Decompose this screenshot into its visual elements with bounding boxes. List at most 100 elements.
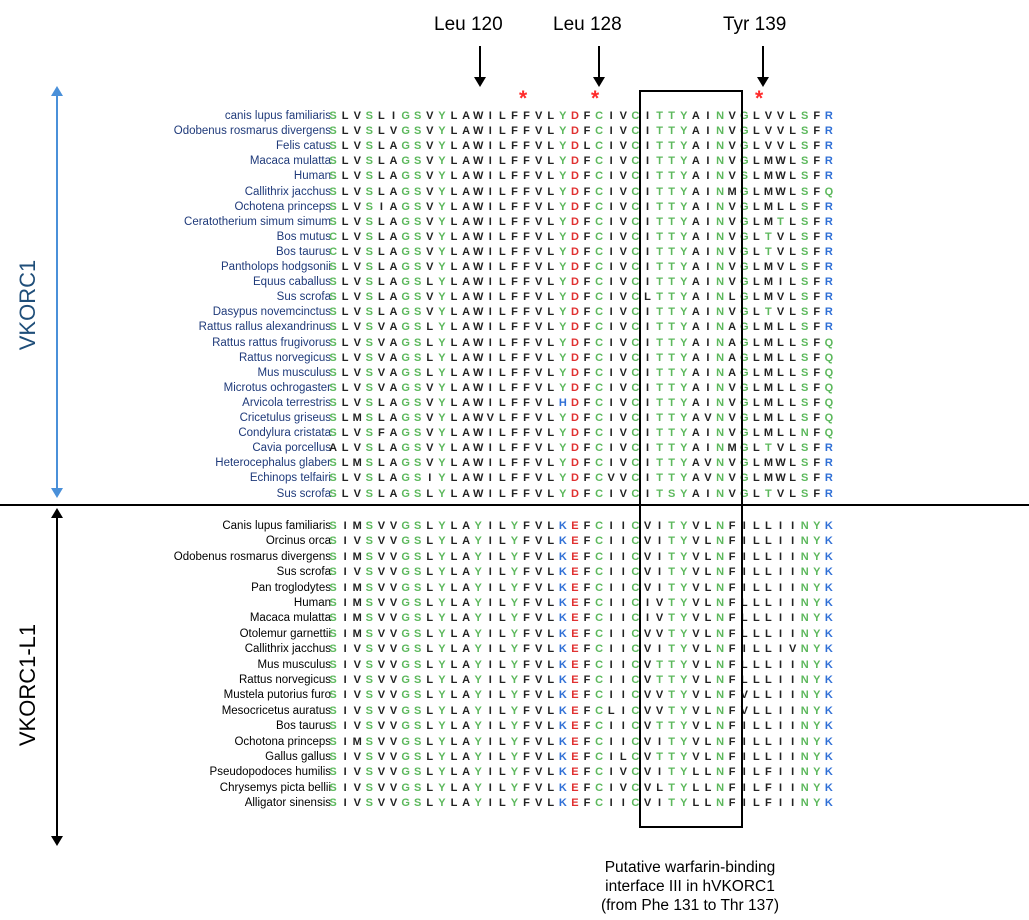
residue: S xyxy=(414,442,422,455)
residue: N xyxy=(716,200,725,213)
residue: V xyxy=(619,245,627,258)
residue: A xyxy=(462,291,471,304)
residue: S xyxy=(801,140,809,153)
residue: I xyxy=(609,627,613,640)
residue: L xyxy=(547,351,555,364)
residue: L xyxy=(450,276,458,289)
residue: V xyxy=(426,200,434,213)
residue: A xyxy=(462,704,471,717)
residue: F xyxy=(813,140,821,153)
residue: F xyxy=(523,658,530,671)
residue: C xyxy=(595,170,604,183)
arrow-leu128 xyxy=(593,46,605,87)
residue: F xyxy=(523,535,530,548)
residue: L xyxy=(498,535,506,548)
residue: S xyxy=(365,566,373,579)
residue: L xyxy=(752,472,760,485)
residue: D xyxy=(570,306,579,319)
residue: L xyxy=(426,643,434,656)
residue: D xyxy=(570,396,579,409)
residue: V xyxy=(655,704,664,717)
residue: Y xyxy=(474,674,482,686)
residue: I xyxy=(621,550,625,563)
residue: L xyxy=(341,351,349,364)
residue: I xyxy=(488,612,492,625)
residue: A xyxy=(389,351,398,364)
residue: I xyxy=(488,381,492,394)
residue: R xyxy=(824,140,833,153)
residue: S xyxy=(414,427,422,440)
residue: L xyxy=(692,797,700,810)
residue: F xyxy=(583,566,591,579)
residue: T xyxy=(668,658,676,671)
residue: V xyxy=(534,597,543,609)
residue: G xyxy=(739,276,749,289)
residue: V xyxy=(764,140,773,153)
residue: G xyxy=(401,396,410,409)
residue: V xyxy=(426,155,434,168)
residue: L xyxy=(547,566,555,579)
residue: L xyxy=(765,566,772,579)
species-name: Mus musculus xyxy=(257,366,332,379)
residue: N xyxy=(716,581,725,594)
residue: I xyxy=(488,735,492,748)
residue: I xyxy=(706,155,710,168)
residue: I xyxy=(791,520,795,532)
residue: F xyxy=(511,472,518,485)
residue: I xyxy=(706,215,710,228)
residue: T xyxy=(656,306,663,319)
residue: Y xyxy=(680,366,688,379)
residue: N xyxy=(716,442,725,455)
residue: S xyxy=(414,766,422,779)
species-name: Rattus rallus alexandrinus xyxy=(198,321,331,334)
residue: I xyxy=(609,351,613,364)
residue: F xyxy=(728,658,736,671)
residue: T xyxy=(656,751,663,763)
residue: S xyxy=(329,597,337,609)
residue: S xyxy=(414,366,422,379)
residue: L xyxy=(547,535,555,548)
residue: A xyxy=(389,170,398,183)
residue: C xyxy=(595,276,604,289)
residue: I xyxy=(609,658,613,671)
residue: Y xyxy=(813,781,821,794)
residue: V xyxy=(426,427,434,440)
residue: Y xyxy=(438,704,446,717)
residue: V xyxy=(643,581,652,594)
residue: I xyxy=(742,550,746,563)
residue: V xyxy=(619,215,627,228)
residue: I xyxy=(488,704,492,717)
residue: L xyxy=(752,658,760,671)
residue: Y xyxy=(680,766,688,779)
residue: S xyxy=(414,487,422,500)
residue: V xyxy=(728,472,736,485)
residue: L xyxy=(378,487,385,500)
residue: F xyxy=(813,427,821,440)
residue: Y xyxy=(559,336,567,349)
residue: V xyxy=(534,581,543,594)
residue: K xyxy=(824,689,833,702)
residue: L xyxy=(450,751,458,763)
residue: V xyxy=(353,381,361,394)
residue: W xyxy=(472,245,484,258)
residue: F xyxy=(511,230,518,243)
residue: T xyxy=(668,674,676,686)
residue: D xyxy=(570,185,579,198)
residue: L xyxy=(341,472,349,485)
residue: F xyxy=(523,704,530,717)
residue: A xyxy=(389,140,398,153)
residue: V xyxy=(534,658,543,671)
residue: V xyxy=(728,306,736,319)
residue: T xyxy=(668,442,676,455)
residue: Q xyxy=(824,366,834,379)
residue: L xyxy=(341,457,349,470)
residue: N xyxy=(800,520,809,532)
residue: C xyxy=(595,155,604,168)
residue: L xyxy=(450,170,458,183)
residue: S xyxy=(801,155,809,168)
residue: Y xyxy=(680,689,688,702)
residue: L xyxy=(547,720,555,733)
species-name: Mesocricetus auratus xyxy=(221,704,331,717)
